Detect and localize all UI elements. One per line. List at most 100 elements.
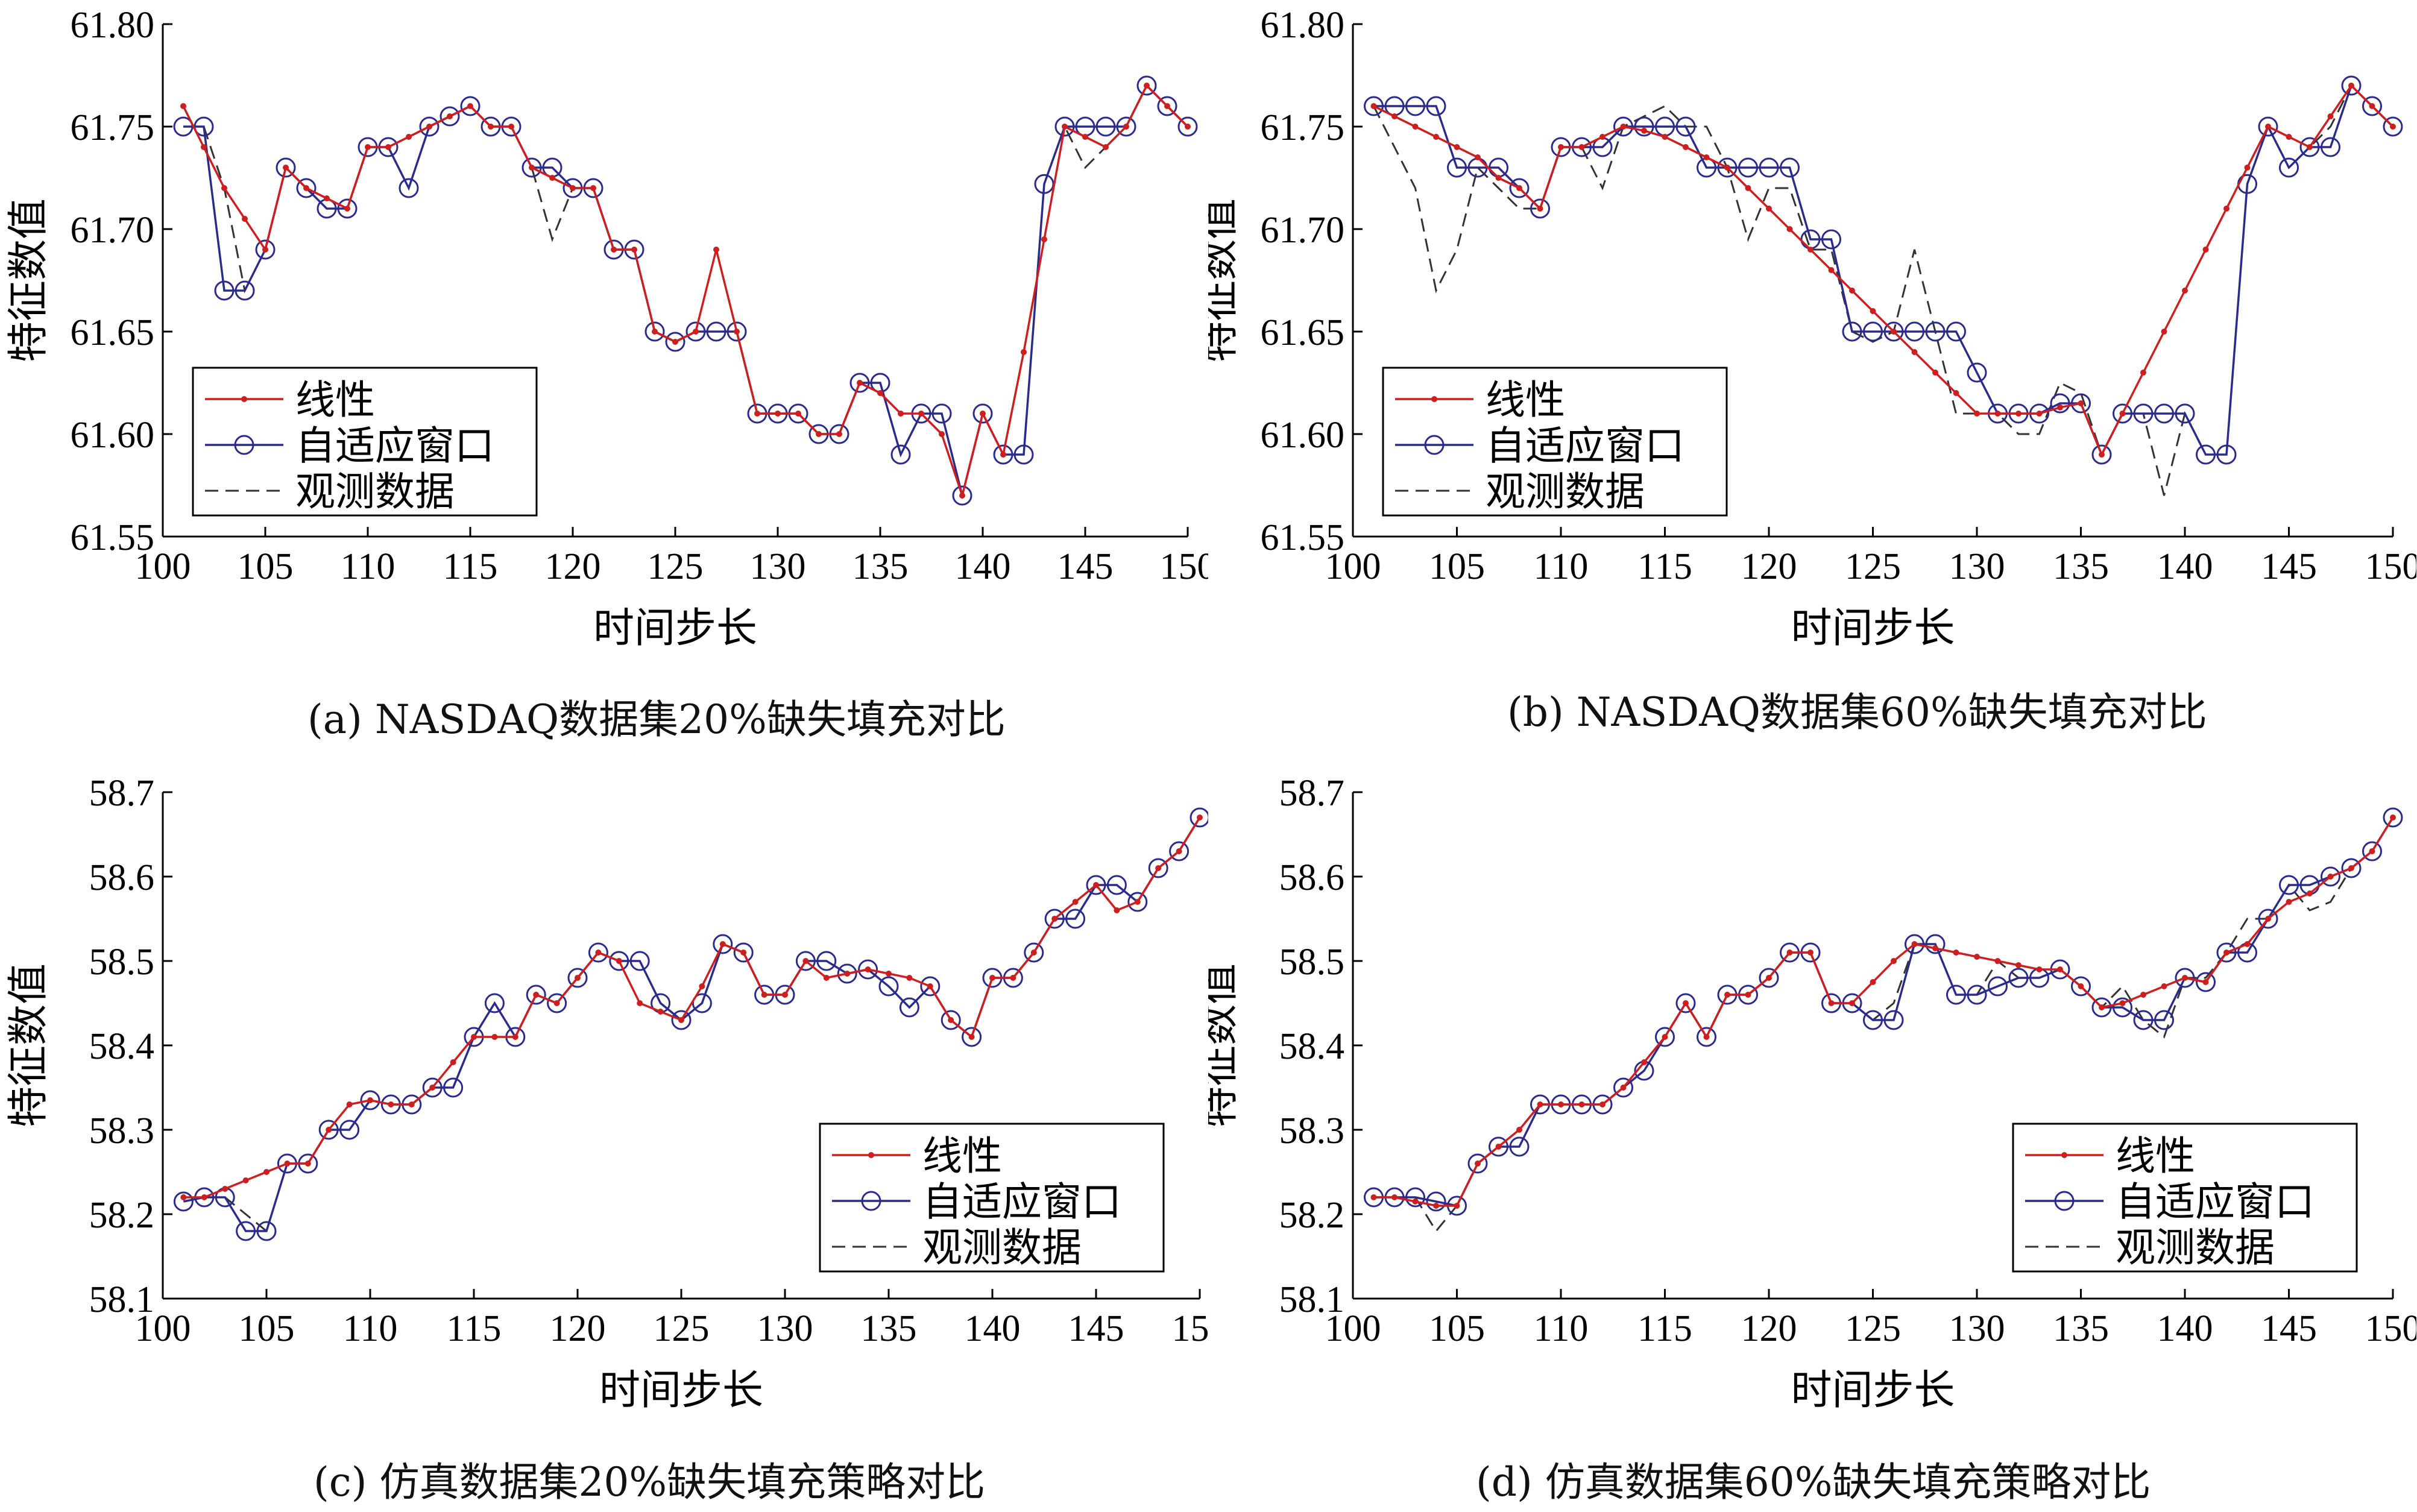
y-tick-label: 61.60 — [1261, 415, 1345, 456]
linear-point — [1620, 124, 1627, 130]
adaptive-point — [1024, 942, 1044, 963]
x-axis-label: 时间步长 — [599, 1367, 763, 1413]
x-tick-label: 105 — [239, 1308, 295, 1349]
linear-point — [344, 206, 350, 212]
x-tick-label: 145 — [2261, 1308, 2317, 1349]
linear-point — [2057, 966, 2063, 972]
adaptive-point — [941, 1010, 961, 1030]
linear-point — [388, 1101, 394, 1107]
legend-observed-label: 观测数据 — [295, 470, 455, 514]
y-tick-label: 61.70 — [71, 210, 155, 251]
adaptive-point — [318, 1120, 339, 1140]
linear-point — [1578, 144, 1585, 150]
y-tick-label: 61.75 — [71, 107, 155, 148]
linear-point — [672, 339, 678, 345]
y-tick-label: 61.65 — [71, 312, 155, 353]
adaptive-point — [1054, 116, 1075, 137]
adaptive-point — [665, 332, 685, 352]
adaptive-point — [256, 1221, 277, 1241]
linear-point — [529, 165, 535, 171]
y-tick-label: 58.4 — [1279, 1026, 1345, 1067]
linear-point — [222, 1186, 228, 1192]
y-tick-label: 61.55 — [71, 517, 155, 558]
y-tick-label: 61.55 — [1261, 517, 1345, 558]
adaptive-point — [2341, 858, 2362, 878]
linear-point — [595, 950, 602, 956]
adaptive-point — [2196, 972, 2216, 992]
y-tick-label: 58.1 — [89, 1279, 155, 1320]
x-tick-label: 110 — [343, 1308, 398, 1349]
adaptive-point — [1086, 875, 1106, 895]
linear-point — [1072, 899, 1079, 905]
adaptive-point — [2133, 1010, 2154, 1030]
linear-point — [2099, 452, 2105, 458]
x-tick-label: 120 — [1741, 1308, 1797, 1349]
adaptive-point — [522, 157, 542, 178]
adaptive-point — [2383, 116, 2403, 137]
x-tick-label: 150 — [2365, 1308, 2417, 1349]
linear-point — [1807, 950, 1814, 956]
linear-point — [408, 1101, 415, 1107]
linear-point — [201, 1194, 207, 1200]
linear-point — [816, 431, 822, 437]
linear-point — [1155, 865, 1162, 871]
linear-point — [2078, 400, 2084, 406]
x-tick-label: 145 — [1057, 546, 1114, 587]
caption-b: (b) NASDAQ数据集60%缺失填充对比 — [1507, 689, 2207, 736]
adaptive-point — [609, 951, 629, 971]
legend-observed-label: 观测数据 — [2116, 1226, 2275, 1270]
adaptive-point — [296, 178, 317, 198]
linear-point — [1683, 144, 1689, 150]
linear-point — [1041, 236, 1047, 242]
linear-point — [1454, 144, 1460, 150]
adaptive-point — [2050, 393, 2070, 414]
adaptive-point — [2362, 96, 2382, 116]
series-linear-line — [182, 84, 1189, 500]
adaptive-point — [685, 321, 706, 342]
legend-adaptive-marker — [234, 435, 254, 455]
y-tick-label: 58.3 — [1279, 1110, 1345, 1151]
adaptive-point — [1883, 321, 1904, 342]
linear-point — [2140, 370, 2146, 376]
adaptive-point — [1405, 96, 1425, 116]
linear-point — [2161, 329, 2167, 335]
adaptive-point — [255, 239, 276, 260]
adaptive-point — [726, 321, 747, 342]
legend-linear-label: 线性 — [922, 1135, 1002, 1179]
linear-point — [836, 431, 842, 437]
linear-point — [1766, 206, 1772, 212]
linear-point — [590, 185, 596, 191]
linear-point — [304, 1161, 311, 1167]
adaptive-point — [1157, 96, 1177, 116]
x-tick-label: 110 — [341, 546, 395, 587]
linear-point — [2327, 113, 2334, 119]
linear-point — [2078, 983, 2084, 989]
linear-point — [2265, 124, 2271, 130]
linear-point — [2390, 814, 2396, 821]
y-tick-label: 58.1 — [1279, 1279, 1345, 1320]
linear-point — [1974, 411, 1980, 417]
linear-point — [1123, 124, 1129, 130]
adaptive-point — [339, 1120, 360, 1140]
x-tick-label: 140 — [955, 546, 1011, 587]
x-tick-label: 115 — [447, 1308, 502, 1349]
linear-point — [795, 411, 801, 417]
linear-point — [1599, 134, 1606, 140]
adaptive-point — [1967, 984, 1987, 1005]
linear-point — [2015, 962, 2022, 968]
linear-point — [1010, 975, 1016, 981]
x-tick-label: 125 — [1845, 1308, 1901, 1349]
adaptive-point — [671, 1010, 692, 1030]
adaptive-point — [2113, 997, 2132, 1018]
x-tick-label: 150 — [1160, 546, 1209, 587]
linear-point — [1953, 390, 1959, 396]
adaptive-point — [1946, 984, 1966, 1005]
series-linear-line — [1373, 817, 2394, 1207]
x-tick-label: 125 — [1845, 546, 1901, 587]
x-tick-label: 150 — [2365, 546, 2417, 587]
linear-point — [1164, 103, 1170, 109]
adaptive-point — [1013, 444, 1034, 465]
adaptive-point — [2071, 393, 2091, 414]
y-axis-label: 特征数值 — [1208, 963, 1241, 1127]
linear-point — [927, 983, 933, 989]
